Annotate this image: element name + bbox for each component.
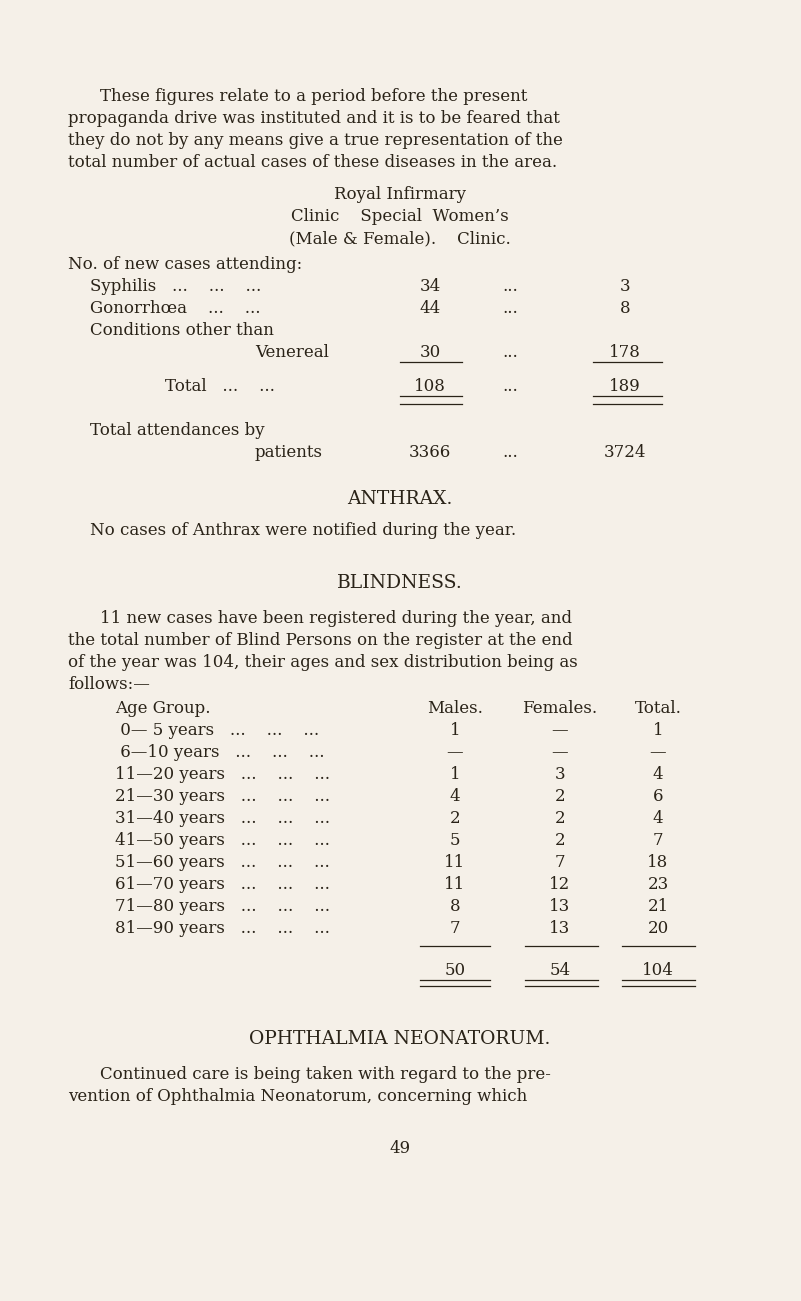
Text: —: — bbox=[552, 744, 569, 761]
Text: Royal Infirmary: Royal Infirmary bbox=[334, 186, 466, 203]
Text: 11: 11 bbox=[445, 876, 465, 892]
Text: 21—30 years   ...    ...    ...: 21—30 years ... ... ... bbox=[115, 788, 330, 805]
Text: 1: 1 bbox=[449, 766, 461, 783]
Text: the total number of Blind Persons on the register at the end: the total number of Blind Persons on the… bbox=[68, 632, 573, 649]
Text: No. of new cases attending:: No. of new cases attending: bbox=[68, 256, 302, 273]
Text: ...: ... bbox=[502, 301, 518, 317]
Text: total number of actual cases of these diseases in the area.: total number of actual cases of these di… bbox=[68, 154, 557, 170]
Text: 11: 11 bbox=[445, 853, 465, 870]
Text: 0— 5 years   ...    ...    ...: 0— 5 years ... ... ... bbox=[115, 722, 319, 739]
Text: Conditions other than: Conditions other than bbox=[90, 323, 274, 340]
Text: 8: 8 bbox=[449, 898, 461, 915]
Text: ...: ... bbox=[502, 343, 518, 360]
Text: 5: 5 bbox=[449, 833, 461, 850]
Text: 3: 3 bbox=[554, 766, 566, 783]
Text: 4: 4 bbox=[653, 766, 663, 783]
Text: 41—50 years   ...    ...    ...: 41—50 years ... ... ... bbox=[115, 833, 330, 850]
Text: they do not by any means give a true representation of the: they do not by any means give a true rep… bbox=[68, 131, 563, 150]
Text: Age Group.: Age Group. bbox=[115, 700, 211, 717]
Text: 1: 1 bbox=[653, 722, 663, 739]
Text: Total attendances by: Total attendances by bbox=[90, 422, 264, 438]
Text: 6—10 years   ...    ...    ...: 6—10 years ... ... ... bbox=[115, 744, 324, 761]
Text: BLINDNESS.: BLINDNESS. bbox=[337, 574, 463, 592]
Text: 108: 108 bbox=[414, 379, 446, 396]
Text: 7: 7 bbox=[449, 920, 461, 937]
Text: 2: 2 bbox=[554, 833, 566, 850]
Text: 54: 54 bbox=[549, 961, 570, 978]
Text: 13: 13 bbox=[549, 920, 570, 937]
Text: 34: 34 bbox=[420, 278, 441, 295]
Text: Females.: Females. bbox=[522, 700, 598, 717]
Text: 18: 18 bbox=[647, 853, 669, 870]
Text: 3724: 3724 bbox=[604, 444, 646, 461]
Text: 21: 21 bbox=[647, 898, 669, 915]
Text: Gonorrhœa    ...    ...: Gonorrhœa ... ... bbox=[90, 301, 260, 317]
Text: 104: 104 bbox=[642, 961, 674, 978]
Text: 6: 6 bbox=[653, 788, 663, 805]
Text: 4: 4 bbox=[449, 788, 461, 805]
Text: 71—80 years   ...    ...    ...: 71—80 years ... ... ... bbox=[115, 898, 330, 915]
Text: Total.: Total. bbox=[634, 700, 682, 717]
Text: 49: 49 bbox=[389, 1140, 411, 1157]
Text: 7: 7 bbox=[554, 853, 566, 870]
Text: vention of Ophthalmia Neonatorum, concerning which: vention of Ophthalmia Neonatorum, concer… bbox=[68, 1088, 527, 1105]
Text: 12: 12 bbox=[549, 876, 570, 892]
Text: 11—20 years   ...    ...    ...: 11—20 years ... ... ... bbox=[115, 766, 330, 783]
Text: 50: 50 bbox=[445, 961, 465, 978]
Text: 8: 8 bbox=[620, 301, 630, 317]
Text: ...: ... bbox=[502, 379, 518, 396]
Text: 2: 2 bbox=[554, 811, 566, 827]
Text: 51—60 years   ...    ...    ...: 51—60 years ... ... ... bbox=[115, 853, 330, 870]
Text: —: — bbox=[650, 744, 666, 761]
Text: These figures relate to a period before the present: These figures relate to a period before … bbox=[100, 88, 527, 105]
Text: 4: 4 bbox=[653, 811, 663, 827]
Text: 1: 1 bbox=[449, 722, 461, 739]
Text: of the year was 104, their ages and sex distribution being as: of the year was 104, their ages and sex … bbox=[68, 654, 578, 671]
Text: OPHTHALMIA NEONATORUM.: OPHTHALMIA NEONATORUM. bbox=[249, 1030, 551, 1049]
Text: 11 new cases have been registered during the year, and: 11 new cases have been registered during… bbox=[100, 610, 572, 627]
Text: (Male & Female).    Clinic.: (Male & Female). Clinic. bbox=[289, 230, 511, 247]
Text: —: — bbox=[552, 722, 569, 739]
Text: Clinic    Special  Women’s: Clinic Special Women’s bbox=[291, 208, 509, 225]
Text: No cases of Anthrax were notified during the year.: No cases of Anthrax were notified during… bbox=[90, 522, 516, 539]
Text: patients: patients bbox=[255, 444, 323, 461]
Text: 31—40 years   ...    ...    ...: 31—40 years ... ... ... bbox=[115, 811, 330, 827]
Text: Total   ...    ...: Total ... ... bbox=[165, 379, 275, 396]
Text: 30: 30 bbox=[420, 343, 441, 360]
Text: ...: ... bbox=[502, 278, 518, 295]
Text: 7: 7 bbox=[653, 833, 663, 850]
Text: ANTHRAX.: ANTHRAX. bbox=[348, 490, 453, 507]
Text: follows:—: follows:— bbox=[68, 677, 150, 693]
Text: —: — bbox=[447, 744, 463, 761]
Text: 44: 44 bbox=[420, 301, 441, 317]
Text: Males.: Males. bbox=[427, 700, 483, 717]
Text: ...: ... bbox=[502, 444, 518, 461]
Text: 3: 3 bbox=[620, 278, 630, 295]
Text: 20: 20 bbox=[647, 920, 669, 937]
Text: 178: 178 bbox=[609, 343, 641, 360]
Text: 13: 13 bbox=[549, 898, 570, 915]
Text: 189: 189 bbox=[609, 379, 641, 396]
Text: 61—70 years   ...    ...    ...: 61—70 years ... ... ... bbox=[115, 876, 330, 892]
Text: 81—90 years   ...    ...    ...: 81—90 years ... ... ... bbox=[115, 920, 330, 937]
Text: propaganda drive was instituted and it is to be feared that: propaganda drive was instituted and it i… bbox=[68, 111, 560, 127]
Text: Venereal: Venereal bbox=[255, 343, 329, 360]
Text: 23: 23 bbox=[647, 876, 669, 892]
Text: 2: 2 bbox=[554, 788, 566, 805]
Text: Syphilis   ...    ...    ...: Syphilis ... ... ... bbox=[90, 278, 261, 295]
Text: Continued care is being taken with regard to the pre-: Continued care is being taken with regar… bbox=[100, 1066, 551, 1082]
Text: 2: 2 bbox=[449, 811, 461, 827]
Text: 3366: 3366 bbox=[409, 444, 451, 461]
